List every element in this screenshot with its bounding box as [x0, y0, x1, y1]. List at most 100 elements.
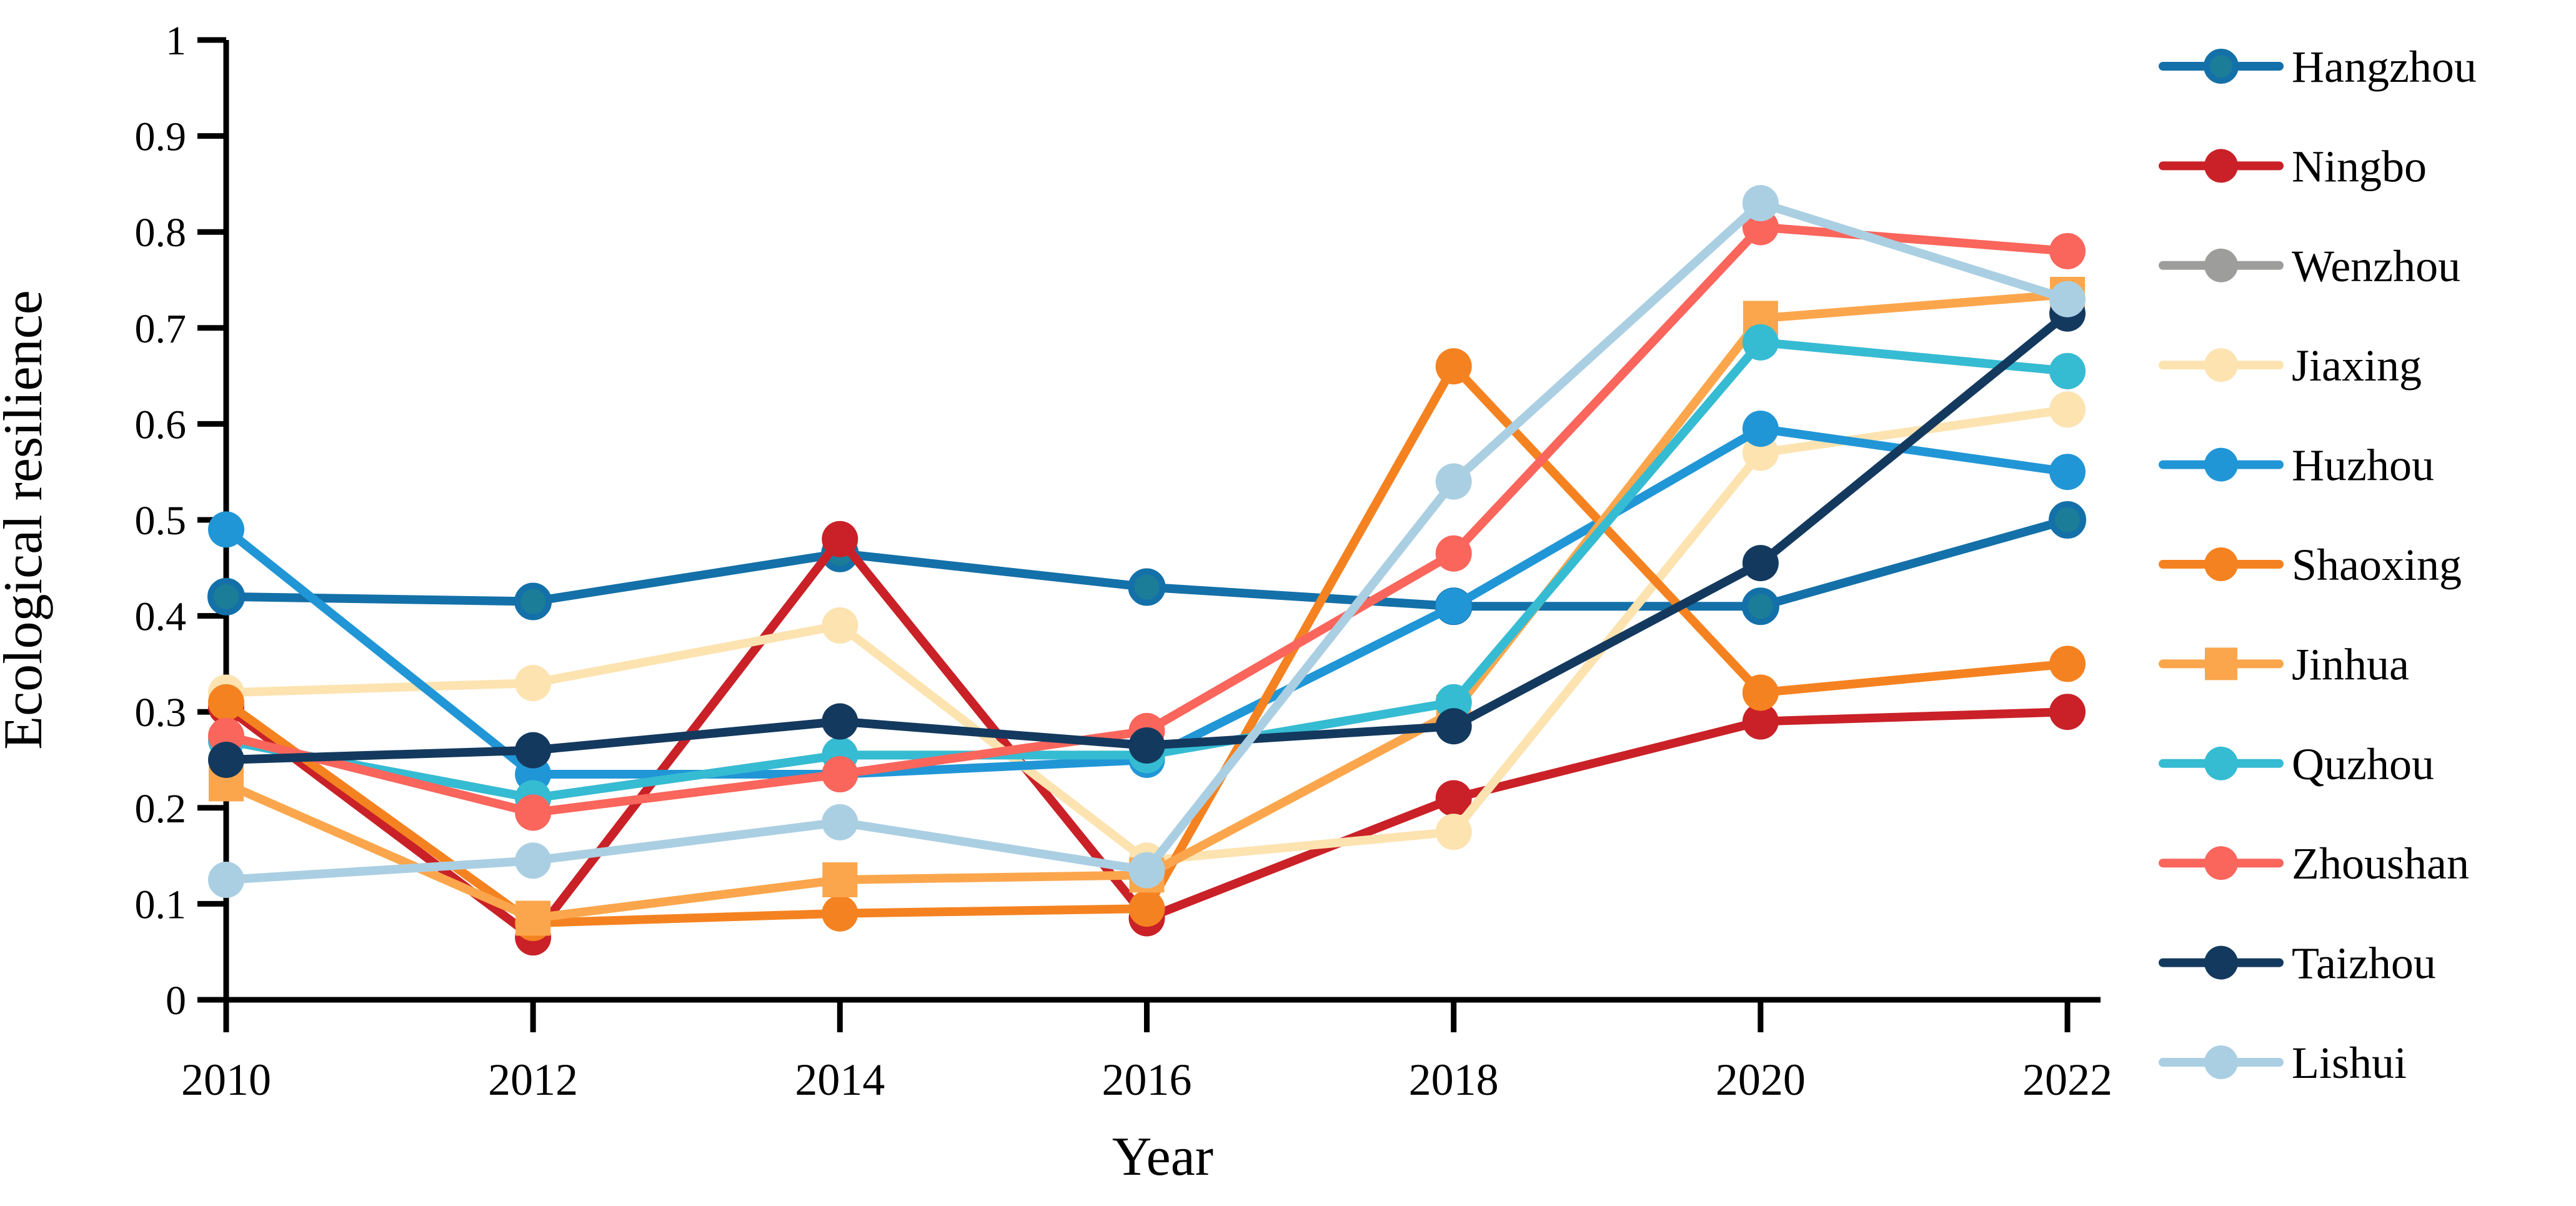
data-point-hangzhou — [207, 577, 245, 615]
x-axis-title: Year — [1112, 1127, 1213, 1187]
legend-item-jiaxing: Jiaxing — [2159, 341, 2422, 391]
data-point-hangzhou — [1128, 568, 1166, 606]
data-point-shaoxing — [208, 684, 244, 720]
data-point-shaoxing — [1128, 890, 1165, 927]
data-point-jiaxing — [515, 665, 552, 702]
y-tick-label: 0.2 — [135, 786, 187, 832]
data-point-shaoxing — [1435, 348, 1472, 385]
series-line-jinhua — [222, 290, 2072, 923]
y-tick-label: 0.6 — [135, 402, 187, 447]
x-tick-label: 2014 — [795, 1055, 885, 1105]
data-point-hangzhou — [2049, 501, 2087, 539]
data-point-shaoxing — [2049, 645, 2086, 682]
x-tick-label: 2016 — [1102, 1055, 1192, 1105]
y-tick-label: 0.4 — [135, 594, 187, 640]
x-tick-label: 2010 — [181, 1055, 271, 1105]
y-tick-label: 0 — [166, 978, 186, 1024]
data-point-taizhou — [1742, 545, 1779, 582]
y-axis-title: Ecological resilience — [0, 290, 54, 749]
legend-marker-circle — [2204, 547, 2238, 581]
data-point-taizhou — [208, 742, 244, 778]
data-point-ningbo — [1742, 703, 1779, 740]
data-point-quzhou — [1742, 324, 1779, 361]
x-tick-label: 2018 — [1409, 1055, 1499, 1105]
legend-item-huzhou: Huzhou — [2159, 441, 2434, 491]
data-point-taizhou — [1128, 727, 1165, 764]
legend-item-quzhou: Quzhou — [2159, 739, 2434, 789]
y-tick-label: 1 — [166, 18, 186, 64]
legend-label: Huzhou — [2292, 441, 2434, 491]
data-point-lishui — [822, 804, 858, 840]
data-point-jinhua — [515, 900, 551, 936]
legend-item-ningbo: Ningbo — [2159, 141, 2427, 191]
legend-item-zhoushan: Zhoushan — [2159, 839, 2469, 889]
y-tick-label: 0.7 — [135, 306, 187, 352]
data-point-zhoushan — [2049, 232, 2086, 269]
legend-marker-circle — [2204, 49, 2239, 84]
x-tick-label: 2012 — [488, 1055, 578, 1105]
legend-item-lishui: Lishui — [2159, 1038, 2407, 1088]
legend-label: Shaoxing — [2292, 540, 2462, 590]
y-tick-label: 0.3 — [135, 690, 187, 735]
legend-label: Ningbo — [2292, 141, 2427, 191]
legend-item-jinhua: Jinhua — [2159, 639, 2409, 689]
data-point-zhoushan — [1435, 535, 1472, 572]
data-point-shaoxing — [1742, 674, 1779, 711]
legend-item-shaoxing: Shaoxing — [2159, 540, 2462, 590]
x-tick-label: 2022 — [2022, 1055, 2112, 1105]
data-point-ningbo — [1435, 780, 1472, 817]
legend-marker-circle — [2204, 447, 2238, 482]
data-point-ningbo — [822, 521, 858, 557]
legend-item-hangzhou: Hangzhou — [2159, 42, 2477, 92]
data-point-lishui — [515, 842, 552, 879]
legend-item-taizhou: Taizhou — [2159, 939, 2436, 989]
data-point-lishui — [1742, 185, 1779, 222]
data-point-jiaxing — [1435, 814, 1472, 850]
legend-marker-circle — [2204, 945, 2238, 980]
data-point-jinhua — [822, 862, 858, 897]
legend-label: Lishui — [2292, 1038, 2407, 1088]
legend-label: Quzhou — [2292, 739, 2434, 789]
data-point-taizhou — [515, 732, 552, 769]
legend-label: Hangzhou — [2292, 42, 2477, 92]
legend-marker-circle — [2204, 348, 2238, 382]
y-tick-label: 0.1 — [135, 882, 187, 927]
legend-marker-circle — [2204, 846, 2238, 880]
data-point-quzhou — [2049, 352, 2086, 389]
legend-marker-circle — [2204, 746, 2238, 780]
legend-label: Wenzhou — [2292, 241, 2460, 291]
data-point-shaoxing — [822, 895, 858, 932]
data-point-lishui — [208, 862, 244, 898]
legend-marker-square — [2205, 647, 2237, 680]
data-point-zhoushan — [515, 794, 552, 831]
legend-label: Zhoushan — [2292, 839, 2469, 889]
legend-marker-circle — [2204, 1045, 2238, 1079]
legend-label: Taizhou — [2292, 939, 2436, 989]
data-point-jiaxing — [2049, 391, 2086, 428]
data-point-lishui — [2049, 281, 2086, 317]
data-point-lishui — [1435, 463, 1472, 500]
data-point-zhoushan — [822, 756, 858, 793]
data-point-huzhou — [2049, 454, 2086, 491]
data-point-hangzhou — [514, 582, 552, 620]
legend-label: Jiaxing — [2292, 341, 2422, 391]
legend-item-wenzhou: Wenzhou — [2159, 241, 2460, 291]
legend: Hangzhou Ningbo Wenzhou Jiaxing Huzhou Shaoxi… — [2159, 42, 2477, 1088]
legend-label: Jinhua — [2292, 639, 2409, 689]
data-point-taizhou — [1435, 708, 1472, 745]
legend-marker-circle — [2204, 149, 2238, 183]
legend-marker-circle — [2204, 248, 2238, 282]
series-group — [207, 185, 2087, 956]
data-point-ningbo — [2049, 694, 2086, 730]
data-point-jiaxing — [822, 607, 858, 644]
data-point-huzhou — [208, 511, 244, 548]
y-tick-label: 0.8 — [135, 210, 187, 256]
data-point-lishui — [1128, 852, 1165, 889]
y-tick-label: 0.5 — [135, 498, 187, 544]
data-point-huzhou — [1742, 411, 1779, 447]
y-tick-label: 0.9 — [135, 114, 187, 160]
data-point-taizhou — [822, 703, 858, 740]
axes: 0 0.1 0.2 0.3 0.4 0.5 0.6 0.7 0.8 0.9 1 2010 2012 201… — [135, 18, 2113, 1105]
